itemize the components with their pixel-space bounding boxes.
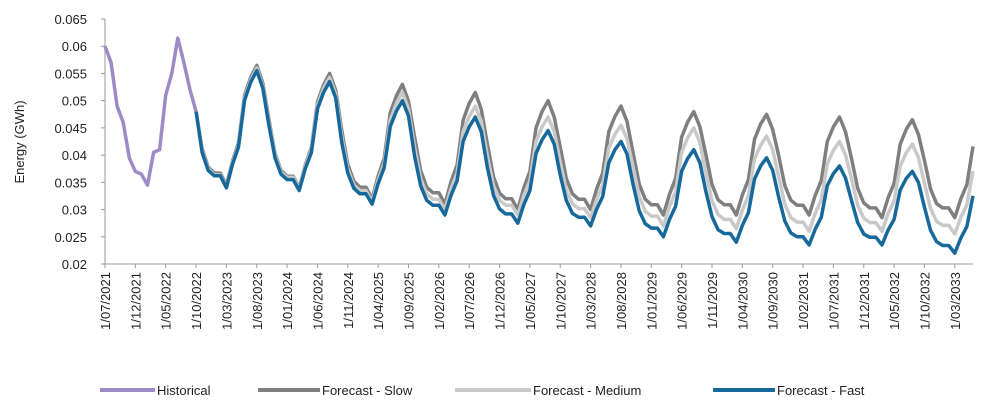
x-tick-label: 1/11/2024 [341, 272, 356, 329]
x-tick-label: 1/01/2024 [280, 272, 295, 330]
x-tick-label: 1/04/2025 [371, 272, 386, 330]
x-tick-label: 1/09/2025 [402, 272, 417, 330]
y-tick-label: 0.03 [62, 203, 87, 218]
legend-label: Forecast - Slow [322, 383, 413, 398]
x-tick-label: 1/12/2031 [857, 272, 872, 330]
x-tick-label: 1/02/2026 [432, 272, 447, 330]
x-tick-label: 1/06/2029 [675, 272, 690, 330]
y-tick-label: 0.02 [62, 257, 87, 272]
legend-label: Forecast - Fast [777, 383, 865, 398]
legend-label: Forecast - Medium [533, 383, 641, 398]
x-tick-label: 1/07/2021 [98, 272, 113, 330]
series-line [194, 68, 975, 255]
x-tick-label: 1/10/2032 [917, 272, 932, 330]
x-tick-label: 1/08/2028 [614, 272, 629, 330]
series-line [103, 36, 198, 187]
x-tick-label: 1/05/2032 [887, 272, 902, 330]
series-line [194, 66, 975, 236]
x-tick-label: 1/11/2029 [705, 272, 720, 329]
x-tick-label: 1/03/2028 [584, 272, 599, 330]
y-tick-label: 0.065 [54, 12, 87, 27]
x-tick-label: 1/12/2021 [128, 272, 143, 330]
x-tick-label: 1/09/2030 [766, 272, 781, 330]
x-tick-label: 1/02/2031 [796, 272, 811, 330]
x-tick-label: 1/01/2029 [644, 272, 659, 330]
y-tick-label: 0.025 [54, 230, 87, 245]
x-tick-label: 1/05/2027 [523, 272, 538, 330]
x-tick-label: 1/03/2033 [948, 272, 963, 330]
y-tick-label: 0.055 [54, 66, 87, 81]
y-tick-label: 0.05 [62, 94, 87, 109]
x-tick-label: 1/06/2024 [310, 272, 325, 330]
y-tick-label: 0.04 [62, 148, 87, 163]
x-tick-label: 1/03/2023 [219, 272, 234, 330]
y-axis-title: Energy (GWh) [12, 100, 27, 183]
x-tick-label: 1/04/2030 [735, 272, 750, 330]
x-tick-label: 1/12/2026 [493, 272, 508, 330]
x-tick-label: 1/05/2022 [159, 272, 174, 330]
x-tick-label: 1/07/2031 [826, 272, 841, 330]
x-tick-label: 1/10/2022 [189, 272, 204, 330]
y-tick-label: 0.06 [62, 39, 87, 54]
x-tick-label: 1/08/2023 [250, 272, 265, 330]
y-tick-label: 0.035 [54, 175, 87, 190]
y-tick-label: 0.045 [54, 121, 87, 136]
legend-label: Historical [157, 383, 211, 398]
x-tick-label: 1/07/2026 [462, 272, 477, 330]
x-tick-label: 1/10/2027 [553, 272, 568, 330]
